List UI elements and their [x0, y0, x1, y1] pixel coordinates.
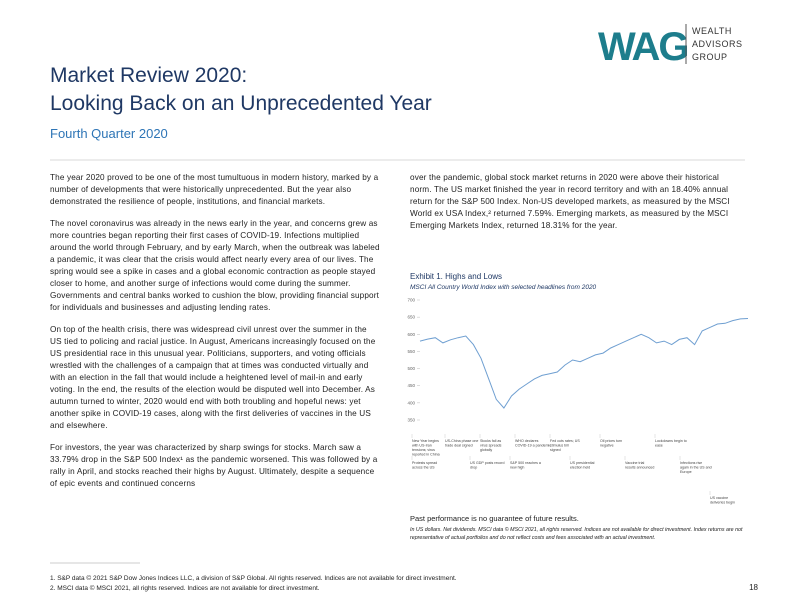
annotation-line: with US-Iran [412, 444, 432, 448]
exhibit-title: Exhibit 1. Highs and Lows [410, 272, 502, 281]
annotation-line: Europe [680, 470, 692, 474]
disclaimer-note: In US dollars. Net dividends. MSCI data … [410, 527, 743, 541]
annotation-line: new high [510, 466, 524, 470]
logo-mark: WAG [598, 25, 688, 69]
right-column: over the pandemic, global stock market r… [410, 172, 740, 242]
index-line [419, 318, 749, 409]
annotation-line: Oil prices turn [600, 439, 622, 443]
annotation-line: stimulus bill [550, 444, 569, 448]
annotation-line: results announced [625, 466, 654, 470]
y-tick-label: 400 [407, 400, 415, 405]
footnote: 2. MSCI data © MSCI 2021, all rights res… [50, 584, 320, 592]
title-line: Looking Back on an Unprecedented Year [50, 92, 432, 115]
left-column: The year 2020 proved to be one of the mo… [50, 172, 380, 500]
chart: 350 400 450 500 550 600 650 700 New Year begins w… [407, 298, 749, 505]
logo-line: ADVISORS [692, 39, 743, 49]
annotation-line: deliveries begin [710, 501, 735, 505]
annotation-line: US GDP posts record [470, 461, 505, 465]
exhibit-subtitle: MSCI All Country World Index with select… [410, 284, 597, 291]
annotation-line: Lockdowns begin to [655, 439, 687, 443]
y-tick-label: 500 [407, 366, 415, 371]
annotation: Stocks fall as virus spreads globally [480, 439, 502, 452]
annotation-line: again in the US and [680, 466, 712, 470]
logo-line: WEALTH [692, 26, 732, 36]
annotation: Vaccine trial results announced [625, 461, 654, 470]
paragraph: The year 2020 proved to be one of the mo… [50, 173, 379, 206]
paragraph: The novel coronavirus was already in the… [50, 219, 380, 312]
annotation: US-China phase one trade deal signed [445, 439, 478, 448]
annotation: Infections rise again in the US and Europe [680, 461, 712, 474]
annotation-line: Infections rise [680, 461, 702, 465]
annotation: Protests spread across the US [412, 461, 437, 470]
annotation-line: signed [550, 448, 561, 452]
annotation-line: election held [570, 466, 590, 470]
title-line: Market Review 2020: [50, 64, 247, 87]
annotation-line: tensions; virus [412, 448, 435, 452]
annotation: US presidential election held [570, 461, 595, 470]
page-number: 18 [749, 583, 758, 592]
annotation: New Year begins with US-Iran tensions; vir… [412, 439, 440, 457]
y-tick-label: 450 [407, 383, 415, 388]
annotation-line: trade deal signed [445, 444, 473, 448]
annotation-line: S&P 500 reaches a [510, 461, 541, 465]
annotation-line: US presidential [570, 461, 595, 465]
annotation: Fed cuts rates; US stimulus bill signed [550, 439, 580, 452]
annotation-line: WHO declares [515, 439, 539, 443]
paragraph: On top of the health crisis, there was w… [50, 325, 376, 430]
annotation-line: Vaccine trial [625, 461, 645, 465]
annotation: US vaccine deliveries begin [710, 496, 735, 505]
annotation: Lockdowns begin to ease [655, 439, 687, 448]
annotation-line: globally [480, 448, 492, 452]
paragraph: For investors, the year was characterize… [50, 443, 378, 488]
annotation-line: virus spreads [480, 444, 502, 448]
annotation-line: COVID-19 a pandemic [515, 444, 551, 448]
annotation-line: negative [600, 444, 614, 448]
y-tick-label: 650 [407, 315, 415, 320]
annotation-line: drop [470, 466, 477, 470]
logo-line: GROUP [692, 52, 728, 62]
annotation: WHO declares COVID-19 a pandemic [515, 439, 551, 448]
annotation-line: US vaccine [710, 496, 728, 500]
y-tick-label: 600 [407, 332, 415, 337]
annotation-line: reported in China [412, 453, 440, 457]
annotation: US GDP posts record drop [470, 461, 505, 470]
annotation-line: Stocks fall as [480, 439, 501, 443]
annotation: S&P 500 reaches a new high [510, 461, 541, 470]
annotation-line: ease [655, 444, 663, 448]
disclaimer: Past performance is no guarantee of futu… [410, 514, 579, 523]
y-tick-label: 350 [407, 418, 415, 423]
annotation-line: US-China phase one [445, 439, 478, 443]
annotation: Oil prices turn negative [600, 439, 622, 448]
paragraph: over the pandemic, global stock market r… [410, 173, 730, 230]
annotation-line: Fed cuts rates; US [550, 439, 580, 443]
annotation-line: New Year begins [412, 439, 439, 443]
annotation-line: Protests spread [412, 461, 437, 465]
annotation-line: across the US [412, 466, 435, 470]
y-tick-label: 700 [407, 298, 415, 303]
y-tick-label: 550 [407, 349, 415, 354]
footnote: 1. S&P data © 2021 S&P Dow Jones Indices… [50, 574, 457, 582]
subtitle: Fourth Quarter 2020 [50, 126, 168, 141]
